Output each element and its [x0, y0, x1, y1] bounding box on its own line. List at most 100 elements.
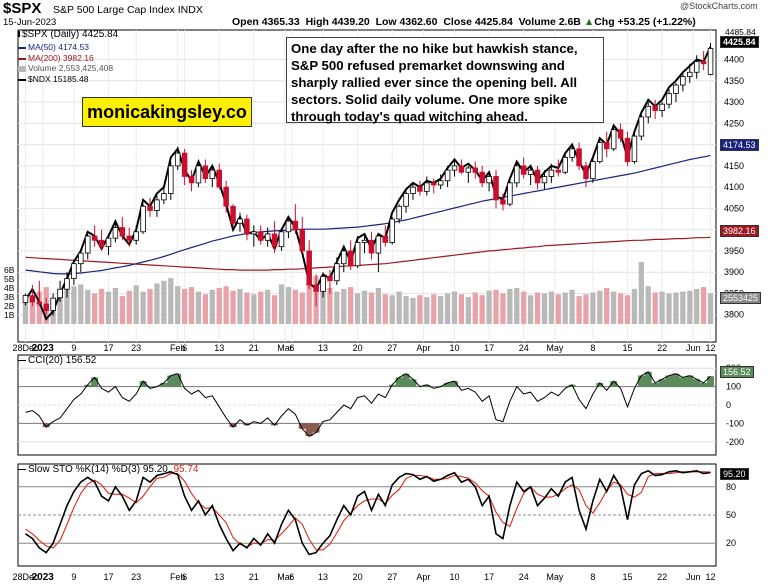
volume-bar — [85, 289, 91, 324]
candle-body — [569, 148, 575, 158]
volume-bar — [700, 287, 707, 324]
price-tag-high: 4485.84 — [725, 27, 756, 37]
stochastic-tick-label: 50 — [726, 510, 736, 520]
cci-positive-fill — [84, 371, 714, 387]
candle-body — [368, 239, 375, 254]
x-tick-label: 12 — [706, 343, 716, 353]
x-tick-label: 10 — [449, 572, 459, 582]
volume-bar — [500, 293, 506, 324]
volume-bar — [119, 296, 125, 324]
candle-body — [168, 165, 174, 194]
volume-bar — [216, 288, 222, 324]
price-tick-label: 3900 — [724, 267, 744, 277]
volume-bar — [271, 295, 278, 324]
price-tag-last: 4425.84 — [720, 36, 759, 48]
x-tick-label: 6 — [182, 572, 187, 582]
volume-bar — [493, 289, 499, 324]
candle-body — [84, 235, 91, 254]
candle-body — [285, 220, 292, 233]
index-name: S&P 500 Large Cap Index INDX — [53, 4, 203, 16]
volume-tick-label: 1B — [4, 310, 15, 320]
candle-body — [631, 135, 638, 163]
volume-bar — [694, 288, 700, 324]
candle-body — [154, 199, 160, 211]
volume-bar — [112, 288, 119, 324]
x-tick-label: 8 — [590, 572, 595, 582]
volume-bar — [195, 291, 202, 324]
x-tick-label: Jun — [686, 572, 701, 582]
candle-body — [375, 235, 382, 254]
candle-body — [22, 295, 29, 303]
candle-body — [57, 288, 63, 299]
volume-bar — [375, 288, 382, 324]
candle-body — [555, 169, 562, 173]
volume-bar — [265, 289, 271, 324]
price-tick-label: 4250 — [724, 118, 744, 128]
x-tick-label: Mar — [277, 572, 293, 582]
volume-bar — [327, 288, 333, 324]
volume-bar — [562, 292, 568, 324]
x-tick-label: 22 — [657, 572, 667, 582]
candle-body — [313, 284, 319, 292]
volume-bar — [161, 280, 167, 324]
volume-bar — [57, 292, 63, 324]
volume-bar — [22, 295, 29, 324]
x-tick-label: 23 — [131, 572, 141, 582]
volume-bar — [71, 286, 77, 324]
candle-body — [119, 227, 126, 237]
candle-body — [237, 218, 243, 224]
cci-tick-label: -200 — [726, 437, 744, 447]
x-tick-label: 2023 — [32, 343, 55, 354]
ma50-line — [25, 154, 711, 275]
volume-bar — [382, 294, 388, 324]
price-overlays — [24, 46, 712, 321]
candle-body — [382, 235, 389, 243]
candle-body — [306, 250, 312, 286]
candle-body — [430, 182, 437, 186]
candle-body — [673, 84, 679, 94]
volume-bar — [223, 286, 229, 324]
candle-body — [257, 231, 264, 241]
volume-bar — [396, 291, 402, 324]
price-tick-label: 4300 — [724, 97, 744, 107]
candle-body — [50, 297, 56, 311]
volume-bar — [251, 294, 257, 324]
volume-bar — [188, 287, 195, 324]
candle-body — [458, 165, 465, 173]
x-tick-label: 13 — [318, 343, 328, 353]
candle-body — [334, 263, 340, 282]
x-tick-label: Jun — [686, 343, 701, 353]
candle-body — [507, 182, 513, 205]
x-tick-label: 6 — [182, 343, 187, 353]
volume-bar — [438, 296, 444, 324]
candle-body — [617, 129, 624, 139]
volume-bar — [444, 293, 451, 324]
candle-body — [209, 169, 216, 180]
x-tick-label: 21 — [249, 572, 259, 582]
candle-body — [624, 137, 631, 163]
volume-bar — [548, 291, 555, 324]
volume-bar — [569, 289, 575, 324]
candle-body — [610, 129, 617, 150]
candle-body — [112, 227, 119, 239]
cci-tick-label: 0 — [726, 400, 731, 410]
candle-body — [687, 71, 693, 77]
volume-bar — [403, 296, 409, 324]
x-tick-label: Mar — [277, 343, 293, 353]
volume-bar — [431, 294, 437, 324]
volume-tick-label: 4B — [4, 283, 15, 293]
volume-bar — [659, 291, 665, 324]
volume-bar — [541, 293, 548, 324]
volume-bar — [514, 288, 520, 324]
panel-frame-1 — [17, 354, 717, 456]
volume-bar — [348, 287, 354, 324]
volume-bar — [140, 291, 146, 324]
candle-body — [278, 231, 285, 248]
x-tick-label: 17 — [484, 572, 494, 582]
candle-body — [271, 233, 278, 248]
price-tick-label: 4400 — [724, 55, 744, 65]
volume-bar — [555, 294, 561, 324]
candle-body — [465, 167, 472, 173]
candle-body — [403, 193, 409, 207]
watermark: @StockCharts.com — [680, 1, 758, 11]
